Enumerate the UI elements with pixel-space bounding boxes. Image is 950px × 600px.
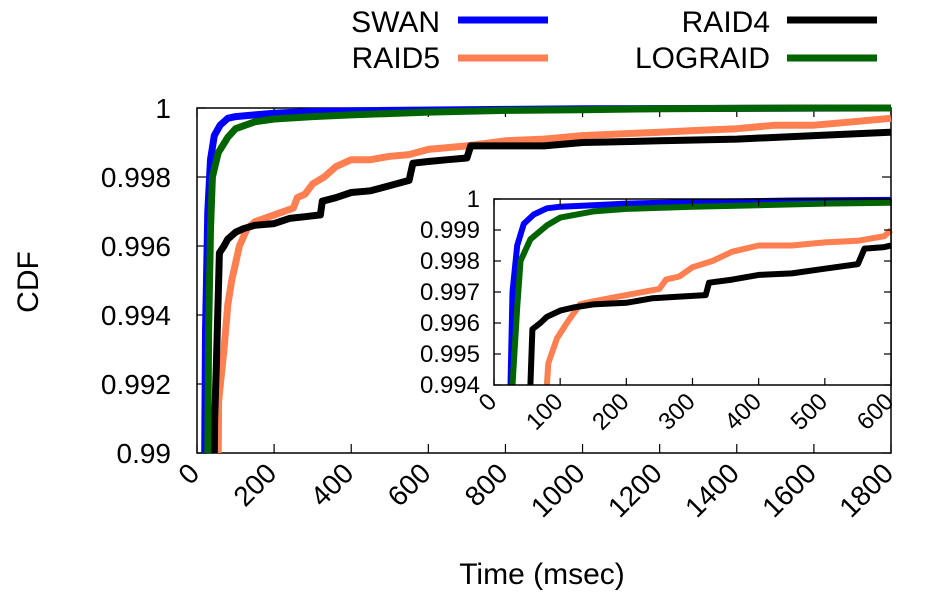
inset-x-tick-label: 100	[521, 388, 568, 435]
main-y-tick-label: 0.994	[101, 300, 171, 331]
main-x-tick-label: 1800	[833, 457, 899, 523]
inset-x-tick-label: 300	[653, 388, 700, 435]
inset-plot: 0.994 0.995 0.996 0.997 0.998 0.999 1 0 100 200 30…	[420, 186, 899, 436]
main-y-tick-label: 0.992	[101, 369, 171, 400]
main-series-lines	[201, 104, 892, 454]
main-y-tick-label: 0.998	[101, 162, 171, 193]
inset-series-lines	[507, 196, 894, 386]
inset-line-raid4	[527, 242, 892, 386]
main-x-tick-label: 200	[227, 457, 282, 512]
legend: SWAN RAID5 RAID4 LOGRAID	[351, 6, 877, 75]
inset-y-tick-label: 0.997	[420, 279, 480, 306]
inset-x-tick-label: 400	[720, 388, 767, 435]
legend-label-raid4: RAID4	[682, 6, 770, 39]
main-y-tick-label: 1	[155, 93, 171, 124]
inset-y-tick-label: 0.996	[420, 310, 480, 337]
inset-x-tick-label: 500	[786, 388, 833, 435]
legend-label-lograid: LOGRAID	[635, 42, 770, 75]
legend-label-raid5: RAID5	[352, 42, 440, 75]
inset-x-tick-label: 0	[474, 388, 503, 417]
main-x-tick-label: 1000	[525, 457, 591, 523]
inset-y-tick-label: 1	[467, 186, 480, 213]
y-axis-title: CDF	[12, 251, 45, 313]
legend-label-swan: SWAN	[351, 6, 440, 39]
inset-x-tick-label: 200	[587, 388, 634, 435]
inset-y-tick-label: 0.995	[420, 341, 480, 368]
main-y-tick-label: 0.99	[117, 438, 172, 469]
main-line-raid5	[214, 114, 892, 454]
x-axis-title: Time (msec)	[459, 558, 625, 591]
inset-x-tick-label: 600	[852, 388, 899, 435]
inset-line-raid5	[543, 227, 894, 386]
main-x-tick-label: 0	[172, 457, 205, 490]
main-y-tick-label: 0.996	[101, 231, 171, 262]
main-x-tick-label: 600	[382, 457, 437, 512]
main-x-tick-label: 1600	[756, 457, 822, 523]
main-line-lograid	[204, 104, 891, 454]
inset-line-lograid	[509, 199, 892, 386]
inset-background	[494, 199, 891, 385]
inset-y-tick-label: 0.999	[420, 217, 480, 244]
main-x-tick-label: 1200	[602, 457, 668, 523]
main-x-tick-label: 800	[459, 457, 514, 512]
main-x-tick-label: 400	[305, 457, 360, 512]
main-x-tick-label: 1400	[679, 457, 745, 523]
inset-y-tick-label: 0.994	[420, 372, 480, 399]
main-line-raid4	[210, 128, 892, 454]
inset-line-swan	[507, 196, 892, 386]
inset-y-tick-label: 0.998	[420, 248, 480, 275]
